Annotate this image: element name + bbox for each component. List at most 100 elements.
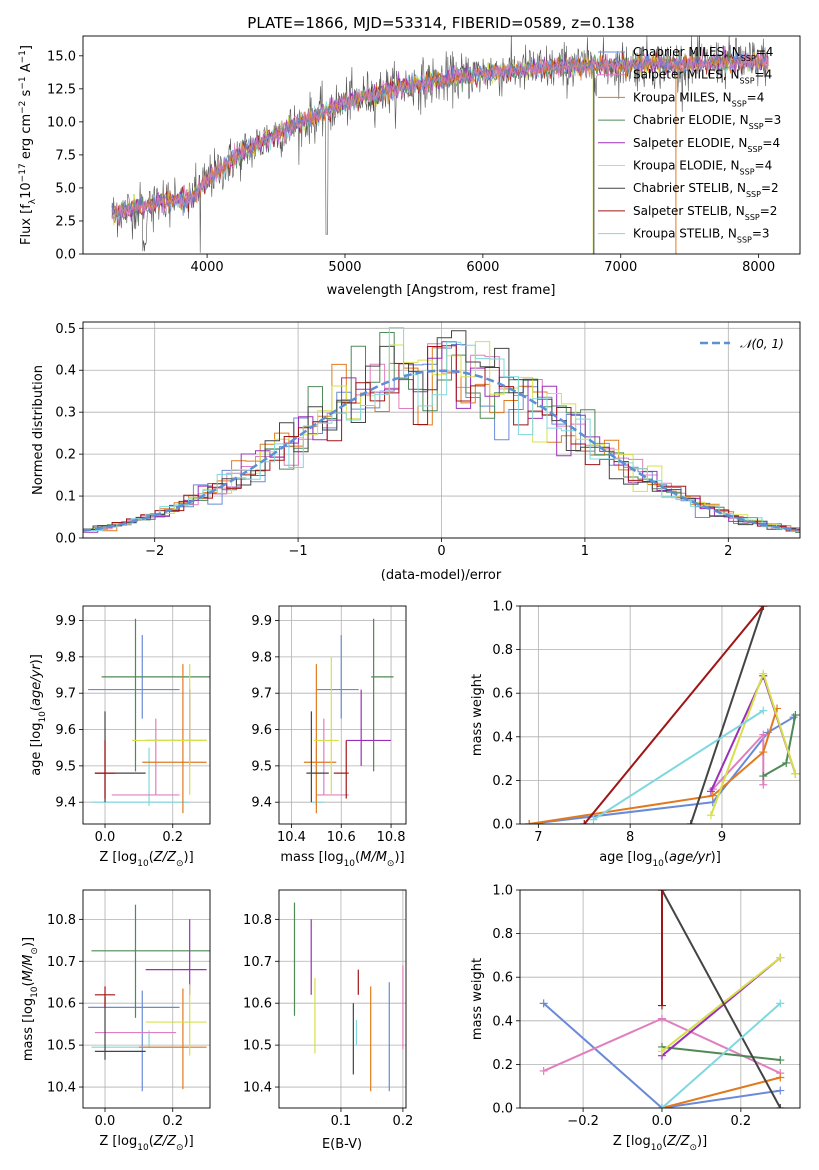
x-tick-label: 4000 [191,260,224,275]
x-tick-label: 0 [437,544,445,559]
label-part: −1 [18,76,28,89]
weight-line-kroupa_miles [529,708,778,824]
tick-labels: −2 −1 0 1 2 0.0 0.1 0.2 0.3 0.4 0.5 [55,322,732,559]
label-part: ] [19,45,34,50]
legend-label: Salpeter ELODIE, NSSP=4 [633,136,780,154]
weight-marker [525,820,534,824]
y-tick-label: 10.8 [243,913,272,928]
x-tick-label: −2 [145,544,164,559]
label-part: ⊙ [176,859,184,869]
label-part: −2 [18,101,28,114]
y-tick-label: 10.8 [47,913,76,928]
label-part: ⊙ [30,947,40,955]
weight-marker [782,758,791,767]
x-axis-label: Z [log10(Z/Z⊙)] [613,1134,707,1153]
x-tick-label: 7 [534,830,542,845]
y-tick-label: 0.4 [492,1014,513,1029]
legend-label: Kroupa MILES, NSSP=4 [633,90,764,108]
legend-text: Kroupa ELODIE, N [633,159,740,173]
x-tick-label: 6000 [466,260,499,275]
x-tick-label: 10.4 [277,830,306,845]
label-part: Z/Z [153,850,177,865]
axes-frame [278,605,407,825]
y-tick-label: 0.0 [492,1102,513,1117]
y-axis-label: Flux [fλ10−17 erg cm−2 s−1 A−1] [18,45,38,245]
y-tick-label: 0.8 [492,643,513,658]
weight-line-kroupa_stelib [661,1002,781,1108]
y-tick-label: 1.0 [492,600,513,615]
x-axis-label: Z [log10(Z/Z⊙)] [99,850,193,869]
weight-line-kroupa_elodie [661,956,781,1053]
y-tick-label: 0.5 [55,322,76,337]
x-tick-label: 0.1 [331,1114,352,1129]
weight-marker [759,730,768,739]
axes-frame [82,889,211,1109]
legend-text: Kroupa STELIB, N [633,227,737,241]
y-tick-label: 10.5 [243,1039,272,1054]
weight-marker [776,1073,785,1082]
legend-tail: =3 [764,113,782,127]
legend-label: Kroupa ELODIE, NSSP=4 [633,159,772,177]
y-tick-label: 0.4 [492,730,513,745]
x-tick-label: 0.2 [393,1114,414,1129]
label-part: λ [28,198,38,204]
y-tick-label: 0.4 [55,364,76,379]
label-part: ( [149,850,154,865]
weight-marker [539,999,548,1008]
label-part: ( [664,850,669,865]
y-tick-label: 9.7 [55,687,76,702]
spectrum-line-salpeter_miles [111,43,769,226]
weight-marker [759,669,768,678]
tick-labels: 0.0 0.2 9.4 9.5 9.6 9.7 9.8 9.9 [55,614,183,845]
y-tick-label: 9.5 [55,759,76,774]
label-part: erg cm [19,114,34,163]
y-tick-label: 9.5 [251,759,272,774]
weight-marker [686,820,695,824]
axes-frame [82,605,211,825]
label-part: ( [662,1134,667,1149]
legend-tail: =2 [761,181,779,195]
label-part: ⊙ [689,1143,697,1153]
axes-residuals: −2 −1 0 1 2 0.0 0.1 0.2 0.3 0.4 0.5 𝒩(0, 1) (data-mo… [31,321,801,583]
y-tick-label: 9.4 [251,796,272,811]
legend-label: Chabrier MILES, NSSP=4 [633,45,773,63]
weight-marker [657,1047,666,1056]
label-part: 10 [19,182,34,199]
legend-text: Chabrier MILES, N [633,45,741,59]
x-tick-label: 0.0 [95,1114,116,1129]
legend-sub: SSP [740,167,755,176]
legend-label: Chabrier STELIB, NSSP=2 [633,181,779,199]
histogram-kroupa_stelib [83,327,800,533]
weight-lines [525,606,800,824]
label-part: 10 [30,986,40,998]
legend-sub: SSP [746,190,761,199]
label-part: 10 [38,711,48,723]
weight-marker [776,1056,785,1065]
label-part: )] [21,937,36,947]
label-part: 10 [344,859,356,869]
weight-marker [539,1066,548,1075]
legend-tail: =4 [756,45,774,59]
weight-marker [708,791,717,800]
x-axis-label: wavelength [Angstrom, rest frame] [327,283,556,298]
weight-marker [657,890,666,894]
x-tick-label: 5000 [328,260,361,275]
x-tick-label: −0.2 [567,1114,599,1129]
label-part: A [19,63,34,76]
y-tick-label: 0.8 [492,927,513,942]
crosses [303,618,394,814]
weight-line-kroupa_stelib [592,709,764,821]
crosses [88,904,210,1092]
y-tick-label: 2.5 [55,214,76,229]
legend-text: Chabrier ELODIE, N [633,113,749,127]
legend-label: 𝒩(0, 1) [740,337,784,351]
label-part: s [19,89,34,100]
y-tick-label: 15.0 [47,49,76,64]
label-part: Flux [f [19,204,34,245]
x-axis-label: age [log10(age/yr)] [599,850,721,869]
x-tick-label: 0.0 [95,830,116,845]
legend-tail: =4 [755,68,773,82]
label-part: M/M [360,850,387,865]
y-tick-label: 0.6 [492,687,513,702]
